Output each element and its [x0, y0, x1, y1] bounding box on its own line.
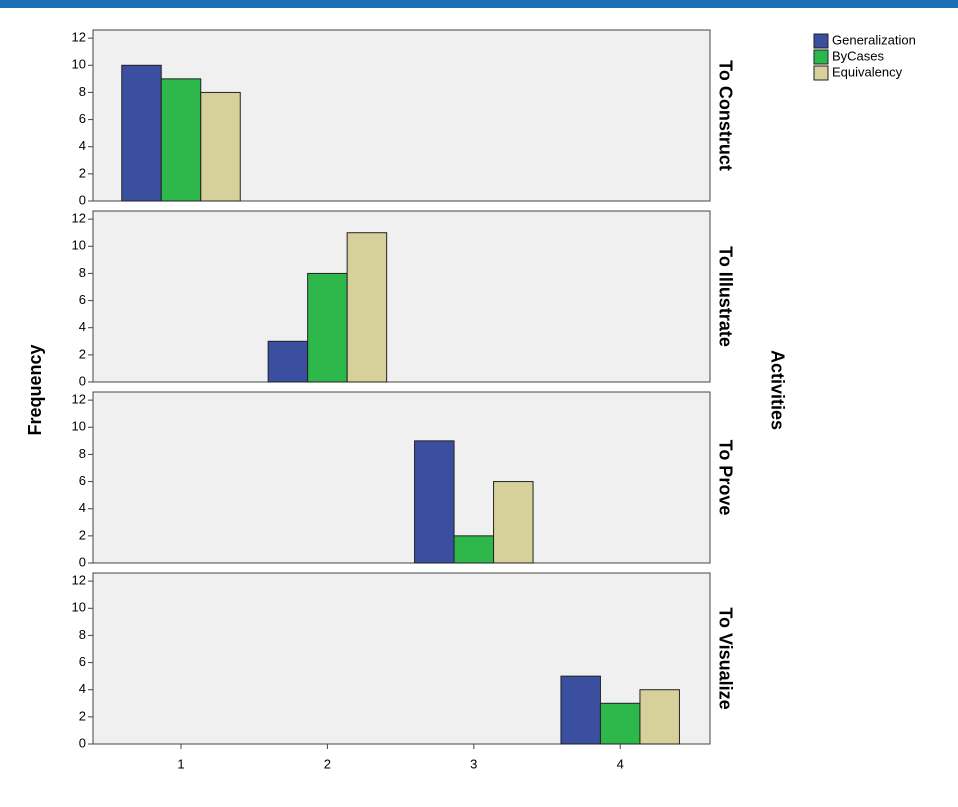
bar [307, 272, 348, 383]
facet-title: Activities [767, 350, 787, 430]
legend-swatch [813, 65, 829, 81]
y-tick-label: 2 [79, 708, 86, 723]
y-tick-label: 12 [72, 30, 86, 45]
y-tick-label: 8 [79, 627, 86, 642]
y-tick-label: 6 [79, 292, 86, 307]
y-tick-label: 4 [79, 319, 86, 334]
y-tick-label: 0 [79, 373, 86, 388]
y-tick-label: 0 [79, 192, 86, 207]
bar [200, 91, 241, 202]
y-axis-title: Frequency [25, 344, 45, 435]
y-tick-label: 8 [79, 446, 86, 461]
panel [92, 210, 711, 383]
bar [639, 689, 680, 745]
legend-label: Generalization [832, 32, 916, 47]
y-tick-label: 2 [79, 527, 86, 542]
y-tick-label: 10 [72, 419, 86, 434]
y-tick-label: 2 [79, 165, 86, 180]
y-tick-label: 12 [72, 573, 86, 588]
legend-label: Equivalency [832, 64, 903, 79]
x-tick-label: 2 [324, 756, 331, 771]
bar [493, 481, 534, 564]
bar [121, 64, 162, 202]
y-tick-label: 0 [79, 554, 86, 569]
legend-swatch [813, 49, 829, 65]
bar [346, 232, 388, 383]
panel-label: To Construct [715, 60, 735, 171]
panel-label: To Prove [715, 440, 735, 516]
y-tick-label: 12 [72, 392, 86, 407]
y-tick-label: 2 [79, 346, 86, 361]
panel-label: To Visualize [715, 607, 735, 709]
legend-label: ByCases [832, 48, 885, 63]
y-tick-label: 12 [72, 211, 86, 226]
bar [453, 535, 495, 564]
bar [599, 702, 641, 745]
bar [414, 440, 455, 564]
y-tick-label: 8 [79, 84, 86, 99]
top-bar [0, 0, 958, 8]
x-tick-label: 1 [177, 756, 184, 771]
x-tick-label: 4 [617, 756, 624, 771]
y-tick-label: 8 [79, 265, 86, 280]
bar [267, 340, 309, 383]
y-tick-label: 6 [79, 111, 86, 126]
y-tick-label: 4 [79, 681, 86, 696]
panel [92, 391, 711, 564]
panel-label: To Illustrate [715, 246, 735, 347]
y-tick-label: 6 [79, 473, 86, 488]
y-tick-label: 4 [79, 138, 86, 153]
bar [560, 675, 601, 745]
y-tick-label: 10 [72, 238, 86, 253]
y-tick-label: 10 [72, 57, 86, 72]
bar [160, 78, 202, 202]
y-tick-label: 10 [72, 600, 86, 615]
y-tick-label: 6 [79, 654, 86, 669]
x-tick-label: 3 [470, 756, 477, 771]
y-tick-label: 4 [79, 500, 86, 515]
y-tick-label: 0 [79, 735, 86, 750]
legend-swatch [813, 33, 829, 49]
